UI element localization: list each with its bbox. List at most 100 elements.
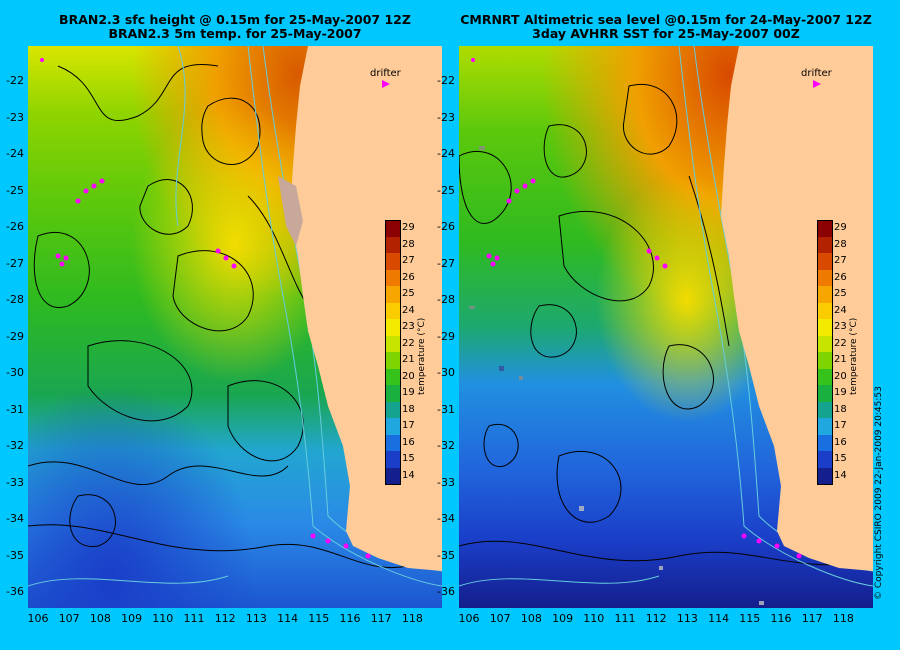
lon-tick-label: 118 (401, 612, 423, 625)
lon-tick-label: 116 (339, 612, 361, 625)
colorbar-tick-label: 22 (402, 337, 415, 349)
colorbar-tick-label: 14 (834, 469, 847, 481)
colorbar-swatch (385, 253, 401, 270)
colorbar-swatch (385, 451, 401, 468)
drifter-tracks (471, 58, 821, 559)
lat-tick-label: -23 (6, 110, 24, 124)
lon-tick-label: 116 (770, 612, 792, 625)
land-australia (290, 46, 442, 571)
colorbar-tick-label: 17 (834, 420, 847, 431)
lat-tick-label: -25 (437, 183, 455, 197)
lat-tick-label: -25 (6, 183, 24, 197)
colorbar-swatch (385, 302, 401, 319)
lon-tick-label: 112 (214, 612, 236, 625)
lat-tick-label: -36 (6, 585, 24, 598)
left-drifter-legend: drifter (370, 68, 401, 79)
colorbar-tick-label: 17 (402, 420, 415, 431)
colorbar-tick-label: 21 (834, 354, 847, 365)
lon-tick-label: 108 (89, 612, 111, 625)
colorbar-swatch (385, 434, 401, 451)
colorbar-tick-label: 15 (834, 453, 847, 464)
colorbar-tick-label: 26 (402, 271, 415, 283)
colorbar-tick-label: 25 (402, 288, 415, 299)
lat-tick-label: -29 (6, 329, 24, 343)
lat-tick-label: -31 (437, 402, 455, 416)
colorbar-tick-label: 14 (402, 469, 415, 481)
lat-tick-label: -22 (437, 74, 455, 87)
right-title: CMRNRT Altimetric sea level @0.15m for 2… (459, 13, 873, 41)
right-title-line2: 3day AVHRR SST for 25-May-2007 00Z (532, 26, 800, 41)
shark-bay-shelf (278, 176, 303, 246)
colorbar-swatch (817, 253, 833, 270)
colorbar-swatch (385, 236, 401, 253)
colorbar-swatch (817, 220, 833, 238)
colorbar-tick-label: 27 (834, 255, 847, 266)
lon-tick-label: 109 (121, 612, 143, 625)
colorbar-swatch (817, 352, 833, 369)
lon-tick-label: 118 (832, 612, 854, 625)
right-drifter-legend: drifter (801, 68, 832, 79)
lon-tick-label: 113 (676, 612, 698, 625)
lat-tick-label: -33 (6, 475, 24, 489)
colorbar-swatch (817, 467, 833, 485)
colorbar-tick-label: 23 (834, 321, 847, 332)
left-title-line1: BRAN2.3 sfc height @ 0.15m for 25-May-20… (59, 12, 411, 27)
lon-tick-label: 112 (645, 612, 667, 625)
lat-tick-label: -30 (437, 366, 455, 379)
colorbar-swatch (385, 352, 401, 369)
lon-tick-label: 113 (245, 612, 267, 625)
colorbar-tick-label: 28 (402, 238, 415, 250)
lat-tick-label: -27 (6, 256, 24, 270)
colorbar-tick-label: 15 (402, 453, 415, 464)
colorbar-swatch (817, 434, 833, 451)
colorbar-swatch (385, 368, 401, 385)
colorbar-title: temperature (°C) (417, 317, 427, 395)
colorbar-tick-label: 16 (834, 436, 847, 448)
colorbar-tick-label: 27 (402, 255, 415, 266)
lat-tick-label: -27 (437, 256, 455, 270)
colorbar-swatch (385, 319, 401, 336)
colorbar-swatch (385, 418, 401, 435)
colorbar-tick-label: 29 (834, 222, 847, 233)
right-map-panel[interactable] (459, 46, 873, 608)
colorbar-tick-label: 19 (402, 387, 415, 398)
lon-tick-label: 117 (801, 612, 823, 625)
lat-tick-label: -32 (437, 439, 455, 452)
colorbar-tick-label: 19 (834, 387, 847, 398)
colorbar-swatch (817, 385, 833, 402)
copyright-text: © Copyright CSIRO 2009 22-Jan-2009 20:45… (874, 386, 884, 600)
colorbar-tick-label: 29 (402, 222, 415, 233)
colorbar-tick-label: 25 (834, 288, 847, 299)
lon-tick-label: 114 (708, 612, 730, 625)
lon-tick-label: 110 (152, 612, 174, 625)
lon-tick-label: 106 (27, 612, 49, 625)
colorbar-swatch (817, 401, 833, 418)
colorbar-swatch (817, 269, 833, 286)
lon-tick-label: 107 (489, 612, 511, 625)
colorbar-swatch (817, 451, 833, 468)
right-title-line1: CMRNRT Altimetric sea level @0.15m for 2… (460, 12, 872, 27)
lat-tick-label: -32 (6, 439, 24, 452)
lat-tick-label: -28 (437, 293, 455, 306)
lat-tick-label: -33 (437, 475, 455, 489)
colorbar-tick-label: 20 (834, 370, 847, 382)
cloud-speckle (469, 146, 764, 605)
colorbar-swatch (817, 302, 833, 319)
land-australia (721, 46, 873, 571)
colorbar-tick-label: 20 (402, 370, 415, 382)
lon-tick-label: 114 (277, 612, 299, 625)
colorbar-title: temperature (°C) (849, 317, 859, 395)
lon-tick-label: 110 (583, 612, 605, 625)
lon-tick-label: 117 (370, 612, 392, 625)
lat-tick-label: -24 (437, 147, 455, 160)
right-map-svg (459, 46, 873, 608)
left-map-svg (28, 46, 442, 608)
colorbar-swatch (385, 467, 401, 485)
colorbar-tick-label: 21 (402, 354, 415, 365)
lat-tick-label: -36 (437, 585, 455, 598)
left-title-line2: BRAN2.3 5m temp. for 25-May-2007 (108, 26, 362, 41)
left-map-panel[interactable] (28, 46, 442, 608)
colorbar-swatch (817, 335, 833, 352)
colorbar-tick-label: 28 (834, 238, 847, 250)
colorbar-tick-label: 24 (834, 304, 847, 316)
